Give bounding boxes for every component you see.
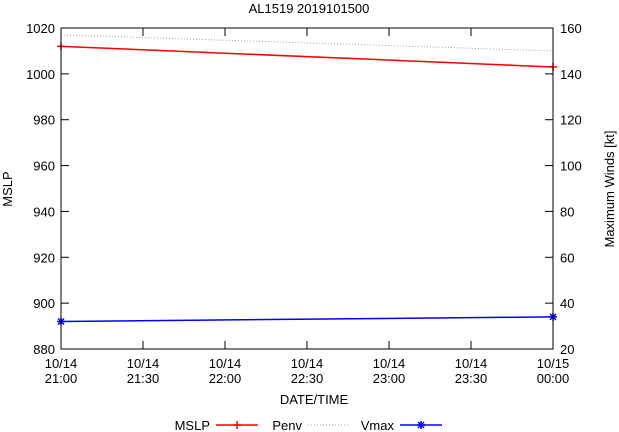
legend: MSLP Penv Vmax bbox=[175, 418, 442, 432]
x-tick-date: 10/14 bbox=[455, 356, 488, 371]
y2-tick-label: 160 bbox=[560, 21, 582, 36]
series-line-vmax bbox=[60, 316, 554, 323]
plot-frame bbox=[60, 27, 554, 350]
y2-axis-labels: 20 40 60 80 100 120 140 160 bbox=[560, 21, 582, 357]
x-axis-labels: 10/1421:0010/1421:3010/1422:0010/1422:30… bbox=[45, 356, 570, 386]
y-tick-label: 1020 bbox=[26, 21, 55, 36]
y2-tick-label: 80 bbox=[560, 204, 574, 219]
series-layer bbox=[57, 34, 557, 326]
y-tick-label: 980 bbox=[33, 113, 55, 128]
legend-marker-mslp bbox=[233, 421, 241, 429]
x-tick-date: 10/14 bbox=[45, 356, 78, 371]
x-tick-time: 22:00 bbox=[209, 371, 242, 386]
y2-tick-label: 100 bbox=[560, 159, 582, 174]
legend-label-vmax: Vmax bbox=[361, 418, 395, 432]
legend-label-penv: Penv bbox=[272, 418, 302, 432]
x-tick-date: 10/14 bbox=[373, 356, 406, 371]
chart-title: AL1519 2019101500 bbox=[249, 1, 370, 16]
y2-tick-label: 120 bbox=[560, 113, 582, 128]
x-axis-title: DATE/TIME bbox=[280, 392, 349, 407]
x-tick-time: 21:30 bbox=[127, 371, 160, 386]
x-tick-date: 10/15 bbox=[537, 356, 570, 371]
legend-label-mslp: MSLP bbox=[175, 418, 210, 432]
x-tick-date: 10/14 bbox=[127, 356, 160, 371]
y-tick-label: 880 bbox=[33, 342, 55, 357]
y-axis-labels: 880 900 920 940 960 980 1000 1020 bbox=[26, 21, 55, 357]
y2-tick-label: 140 bbox=[560, 67, 582, 82]
axis-ticks bbox=[60, 27, 554, 350]
y-tick-label: 940 bbox=[33, 204, 55, 219]
y-tick-label: 900 bbox=[33, 296, 55, 311]
x-tick-date: 10/14 bbox=[209, 356, 242, 371]
x-tick-date: 10/14 bbox=[291, 356, 324, 371]
y-axis-title: MSLP bbox=[0, 171, 15, 206]
y-tick-label: 1000 bbox=[26, 67, 55, 82]
legend-marker-vmax bbox=[417, 421, 425, 429]
y2-tick-label: 60 bbox=[560, 250, 574, 265]
y2-axis-title: Maximum Winds [kt] bbox=[602, 130, 617, 247]
x-tick-time: 22:30 bbox=[291, 371, 324, 386]
y-tick-label: 920 bbox=[33, 250, 55, 265]
y2-tick-label: 40 bbox=[560, 296, 574, 311]
x-tick-time: 23:30 bbox=[455, 371, 488, 386]
y-tick-label: 960 bbox=[33, 159, 55, 174]
y2-tick-label: 20 bbox=[560, 342, 574, 357]
series-line-penv bbox=[60, 34, 554, 52]
x-tick-time: 00:00 bbox=[537, 371, 570, 386]
x-tick-time: 23:00 bbox=[373, 371, 406, 386]
series-line-mslp bbox=[60, 45, 554, 68]
x-tick-time: 21:00 bbox=[45, 371, 78, 386]
